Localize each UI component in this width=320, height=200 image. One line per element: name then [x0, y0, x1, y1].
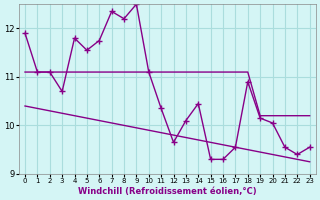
- X-axis label: Windchill (Refroidissement éolien,°C): Windchill (Refroidissement éolien,°C): [78, 187, 257, 196]
